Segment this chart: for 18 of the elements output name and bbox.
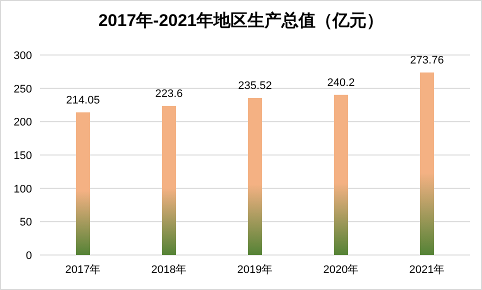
- y-tick-label: 0: [26, 250, 32, 262]
- x-tick-label: 2021年: [409, 264, 445, 276]
- chart-title: 2017年-2021年地区生产总值（亿元）: [98, 11, 384, 30]
- x-tick-label: 2017年: [65, 264, 101, 276]
- data-label: 214.05: [66, 94, 100, 106]
- data-label: 240.2: [327, 76, 355, 89]
- y-tick-label: 50: [20, 216, 32, 229]
- y-tick-label: 150: [14, 150, 32, 162]
- y-tick-label: 250: [14, 83, 32, 96]
- x-tick-label: 2020年: [323, 264, 359, 276]
- data-label: 235.52: [238, 80, 272, 92]
- y-tick-label: 300: [14, 50, 32, 62]
- x-tick-label: 2018年: [151, 264, 187, 276]
- y-tick-label: 100: [14, 183, 32, 196]
- y-tick-label: 200: [14, 116, 32, 129]
- data-label: 273.76: [410, 54, 444, 66]
- data-label: 223.6: [155, 88, 183, 100]
- x-tick-label: 2019年: [237, 264, 273, 276]
